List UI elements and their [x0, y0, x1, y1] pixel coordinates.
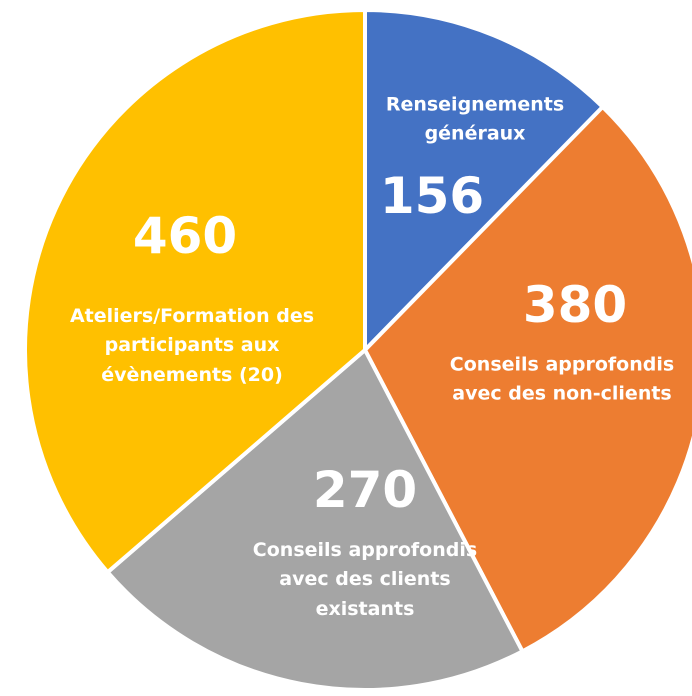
- value-label: 156: [379, 167, 485, 225]
- category-label: Conseils approfondis avec des non-client…: [449, 353, 675, 405]
- value-label: 270: [312, 461, 418, 519]
- category-label: Conseils approfondis avec des clients ex…: [252, 538, 478, 620]
- pie-slice: [363, 104, 692, 654]
- pie-slice: [363, 8, 605, 352]
- category-label: Renseignements généraux: [385, 93, 565, 145]
- pie-slice: [105, 348, 525, 692]
- pie-slice: [23, 8, 367, 575]
- category-label: Ateliers/Formation des participants aux …: [69, 304, 315, 386]
- value-label: 380: [522, 276, 628, 334]
- value-label: 460: [132, 207, 238, 265]
